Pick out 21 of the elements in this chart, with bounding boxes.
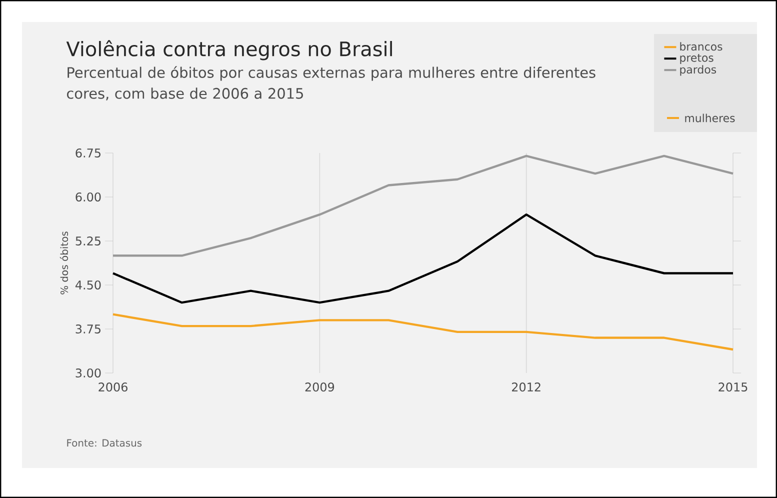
- y-tick-label: 4.50: [75, 280, 101, 290]
- y-tick-label: 6.00: [76, 192, 101, 202]
- y-tick-label: 3.75: [76, 324, 100, 334]
- line-series: [112, 313, 734, 351]
- chart-title: Violência contra negros no Brasil: [66, 40, 392, 60]
- y-tick-label: 5.25: [76, 236, 100, 246]
- x-tick-label: 2015: [718, 382, 748, 392]
- y-tick-label: 6.75: [76, 148, 100, 158]
- text: mulheres: [685, 114, 735, 122]
- legend-label: pretos: [680, 54, 714, 64]
- line-series: [112, 154, 734, 257]
- chart-subtitle: Percentual de óbitos por causas externas para mulheres entre diferentes cores, com base de 2006 a 2015: [67, 66, 596, 100]
- line-series: [112, 213, 734, 304]
- y-tick-label: 3.00: [76, 368, 101, 378]
- legend-label: brancos: [680, 42, 722, 51]
- y-axis-title: % dos óbitos: [60, 232, 68, 294]
- x-tick-label: 2006: [98, 382, 128, 392]
- x-tick-label: 2009: [305, 382, 334, 392]
- legend-label: pardos: [680, 65, 716, 76]
- x-tick-label: 2012: [512, 382, 540, 392]
- source-note: Fonte: Datasus: [67, 439, 142, 447]
